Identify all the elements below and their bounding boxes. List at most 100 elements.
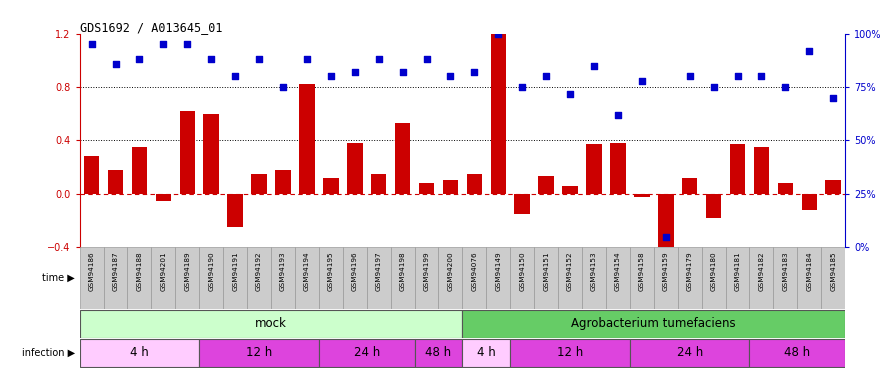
- Point: [396, 69, 410, 75]
- Point: [109, 61, 123, 67]
- Point: [276, 84, 290, 90]
- Text: GSM94154: GSM94154: [615, 251, 621, 291]
- Point: [706, 84, 720, 90]
- Bar: [754, 147, 769, 194]
- Text: 24 h: 24 h: [354, 346, 380, 360]
- Bar: [132, 147, 147, 194]
- Text: GSM94199: GSM94199: [424, 251, 429, 291]
- Text: 12 h: 12 h: [557, 346, 583, 360]
- Text: GSM94179: GSM94179: [687, 251, 693, 291]
- Point: [419, 56, 434, 62]
- Bar: [630, 247, 654, 309]
- Point: [611, 112, 625, 118]
- Text: GSM94151: GSM94151: [543, 251, 549, 291]
- Bar: [156, 194, 171, 201]
- Bar: [630, 339, 750, 367]
- Bar: [395, 123, 411, 194]
- Text: GSM94076: GSM94076: [472, 251, 477, 291]
- Text: GSM94149: GSM94149: [496, 251, 501, 291]
- Text: GSM94200: GSM94200: [448, 251, 453, 291]
- Point: [563, 90, 577, 96]
- Bar: [438, 247, 462, 309]
- Bar: [442, 180, 458, 194]
- Text: GSM94198: GSM94198: [400, 251, 405, 291]
- Bar: [750, 339, 845, 367]
- Point: [157, 41, 171, 47]
- Bar: [271, 247, 295, 309]
- Bar: [80, 247, 104, 309]
- Bar: [247, 247, 271, 309]
- Bar: [654, 247, 678, 309]
- Bar: [80, 339, 199, 367]
- Bar: [802, 194, 817, 210]
- Bar: [251, 174, 267, 194]
- Point: [348, 69, 362, 75]
- Bar: [538, 177, 554, 194]
- Bar: [778, 183, 793, 194]
- Bar: [678, 247, 702, 309]
- Point: [539, 74, 553, 80]
- Text: GSM94196: GSM94196: [351, 251, 358, 291]
- Text: GSM94184: GSM94184: [806, 251, 812, 291]
- Text: time ▶: time ▶: [42, 273, 75, 283]
- Text: GSM94186: GSM94186: [88, 251, 95, 291]
- Text: GSM94185: GSM94185: [830, 251, 836, 291]
- Bar: [347, 143, 363, 194]
- Bar: [511, 339, 630, 367]
- Bar: [414, 339, 462, 367]
- Text: GSM94180: GSM94180: [711, 251, 717, 291]
- Bar: [104, 247, 127, 309]
- Bar: [610, 143, 626, 194]
- Bar: [535, 247, 558, 309]
- Bar: [223, 247, 247, 309]
- Text: GSM94187: GSM94187: [112, 251, 119, 291]
- Text: GSM94181: GSM94181: [735, 251, 741, 291]
- Text: GSM94190: GSM94190: [208, 251, 214, 291]
- Point: [228, 74, 242, 80]
- Bar: [797, 247, 821, 309]
- Bar: [821, 247, 845, 309]
- Bar: [773, 247, 797, 309]
- Text: GSM94159: GSM94159: [663, 251, 669, 291]
- Bar: [706, 194, 721, 218]
- Bar: [227, 194, 242, 227]
- Bar: [371, 174, 387, 194]
- Bar: [511, 247, 535, 309]
- Point: [587, 63, 601, 69]
- Bar: [634, 194, 650, 196]
- Text: GDS1692 / A013645_01: GDS1692 / A013645_01: [80, 21, 222, 34]
- Bar: [726, 247, 750, 309]
- Text: 12 h: 12 h: [246, 346, 273, 360]
- Point: [204, 56, 219, 62]
- Bar: [84, 156, 99, 194]
- Text: GSM94194: GSM94194: [304, 251, 310, 291]
- Bar: [151, 247, 175, 309]
- Bar: [466, 174, 482, 194]
- Text: GSM94158: GSM94158: [639, 251, 645, 291]
- Text: GSM94193: GSM94193: [280, 251, 286, 291]
- Text: GSM94188: GSM94188: [136, 251, 142, 291]
- Point: [658, 234, 673, 240]
- Bar: [127, 247, 151, 309]
- Point: [181, 41, 195, 47]
- Bar: [462, 339, 511, 367]
- Point: [730, 74, 744, 80]
- Text: GSM94197: GSM94197: [376, 251, 381, 291]
- Text: GSM94189: GSM94189: [184, 251, 190, 291]
- Bar: [323, 178, 339, 194]
- Bar: [319, 247, 342, 309]
- Bar: [750, 247, 773, 309]
- Text: 48 h: 48 h: [784, 346, 811, 360]
- Point: [324, 74, 338, 80]
- Text: GSM94150: GSM94150: [519, 251, 525, 291]
- Bar: [199, 339, 319, 367]
- Bar: [826, 180, 841, 194]
- Text: 24 h: 24 h: [676, 346, 703, 360]
- Text: GSM94191: GSM94191: [232, 251, 238, 291]
- Bar: [682, 178, 697, 194]
- Text: infection ▶: infection ▶: [22, 348, 75, 358]
- Point: [754, 74, 768, 80]
- Text: GSM94192: GSM94192: [256, 251, 262, 291]
- Bar: [175, 247, 199, 309]
- Bar: [342, 247, 366, 309]
